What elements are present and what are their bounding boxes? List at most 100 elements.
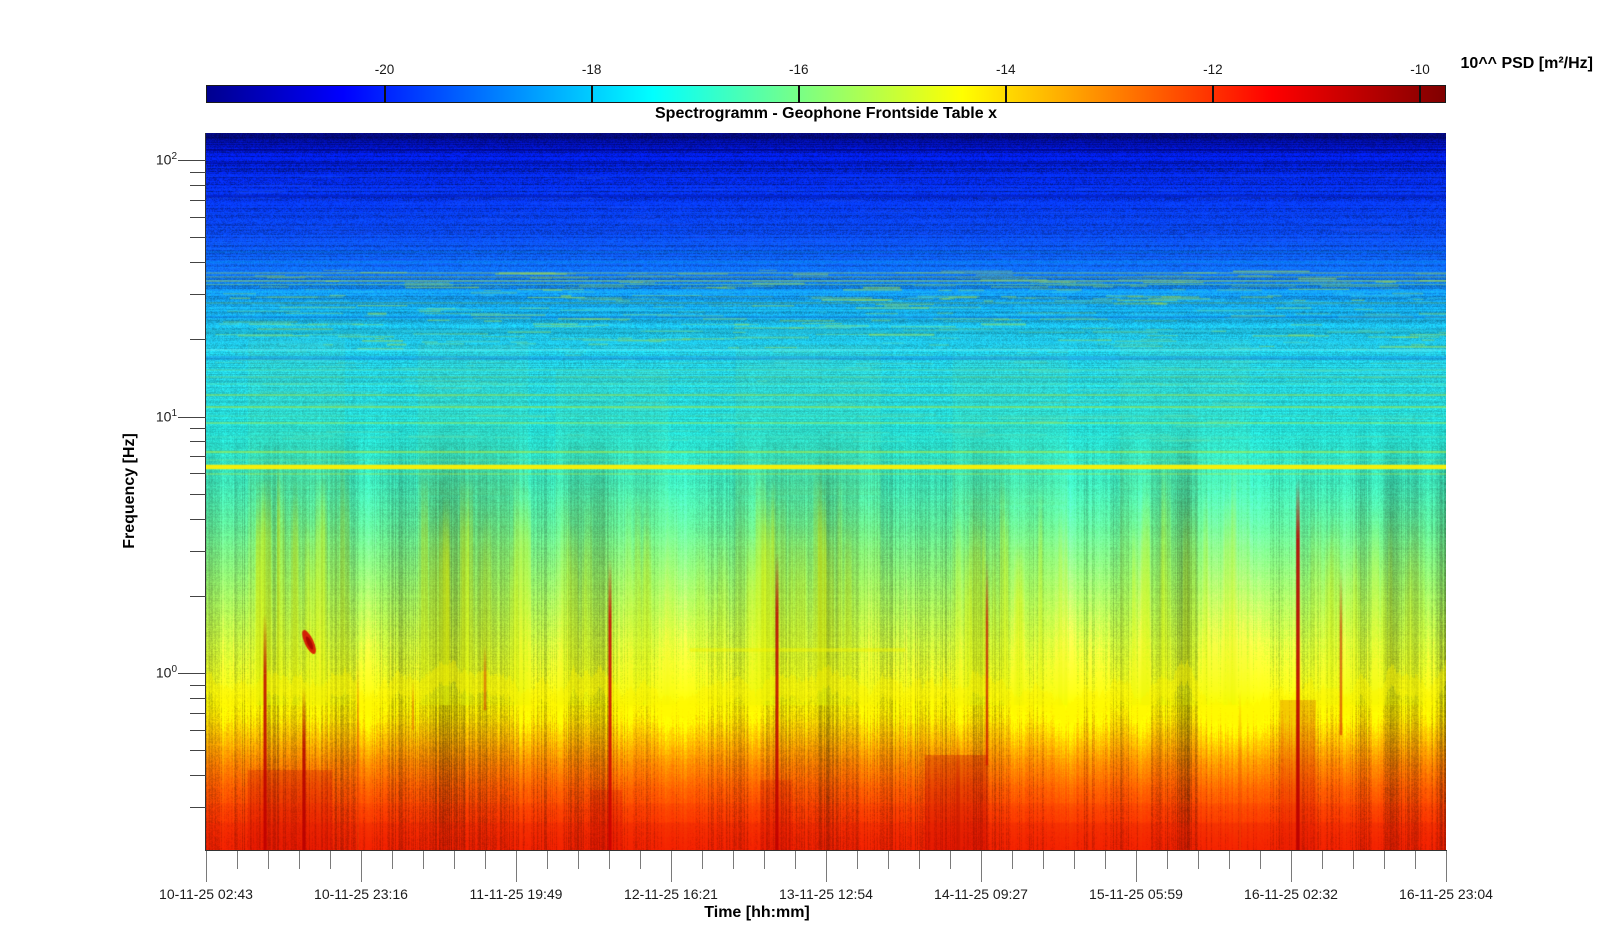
y-minor-tick xyxy=(190,774,206,776)
y-minor-tick xyxy=(190,339,206,341)
colorbar-tick-label: -16 xyxy=(788,62,809,77)
x-minor-tick xyxy=(268,851,269,869)
y-minor-tick xyxy=(190,729,206,731)
x-minor-tick xyxy=(919,851,920,869)
x-minor-tick xyxy=(1198,851,1199,869)
y-major-tick xyxy=(178,416,206,418)
y-major-tick xyxy=(178,672,206,674)
y-minor-tick xyxy=(190,712,206,714)
y-minor-tick xyxy=(190,237,206,239)
y-axis-label: Frequency [Hz] xyxy=(121,433,138,549)
colorbar-tick xyxy=(1004,85,1007,103)
x-minor-tick xyxy=(1260,851,1261,869)
x-tick-label: 11-11-25 19:49 xyxy=(469,886,563,902)
x-minor-tick xyxy=(330,851,331,869)
x-minor-tick xyxy=(857,851,858,869)
x-minor-tick xyxy=(702,851,703,869)
x-minor-tick xyxy=(733,851,734,869)
x-major-tick xyxy=(981,851,982,882)
x-minor-tick xyxy=(299,851,300,869)
x-major-tick xyxy=(361,851,362,882)
x-minor-tick xyxy=(1322,851,1323,869)
x-major-tick xyxy=(206,851,207,882)
x-minor-tick xyxy=(795,851,796,869)
x-tick-label: 15-11-25 05:59 xyxy=(1089,886,1183,902)
x-minor-tick xyxy=(950,851,951,869)
colorbar-gradient xyxy=(206,85,1446,103)
y-minor-tick xyxy=(190,684,206,686)
x-tick-label: 16-11-25 23:04 xyxy=(1399,886,1493,902)
colorbar-tick-label: -12 xyxy=(1203,62,1223,77)
x-major-tick xyxy=(1136,851,1137,882)
x-minor-tick xyxy=(485,851,486,869)
y-tick-label: 100 xyxy=(155,663,177,681)
y-minor-tick xyxy=(190,806,206,808)
colorbar-tick-label: -10 xyxy=(1410,62,1430,77)
y-minor-tick xyxy=(190,473,206,475)
x-tick-label: 12-11-25 16:21 xyxy=(624,886,718,902)
x-minor-tick xyxy=(1384,851,1385,869)
y-minor-tick xyxy=(190,184,206,186)
x-major-tick xyxy=(671,851,672,882)
x-major-tick xyxy=(826,851,827,882)
y-axis-line xyxy=(205,133,206,851)
x-tick-label: 16-11-25 02:32 xyxy=(1244,886,1338,902)
y-minor-tick xyxy=(190,750,206,752)
x-minor-tick xyxy=(1012,851,1013,869)
x-minor-tick xyxy=(1415,851,1416,869)
y-minor-tick xyxy=(190,595,206,597)
y-minor-tick xyxy=(190,199,206,201)
x-minor-tick xyxy=(1167,851,1168,869)
x-minor-tick xyxy=(392,851,393,869)
y-minor-tick xyxy=(190,294,206,296)
x-major-tick xyxy=(1446,851,1447,882)
x-minor-tick xyxy=(1043,851,1044,869)
y-tick-label: 102 xyxy=(155,150,177,168)
y-minor-tick xyxy=(190,261,206,263)
x-minor-tick xyxy=(888,851,889,869)
x-minor-tick xyxy=(423,851,424,869)
x-major-tick xyxy=(1291,851,1292,882)
x-axis-line xyxy=(205,850,1447,851)
x-tick-label: 10-11-25 02:43 xyxy=(159,886,253,902)
chart-title: Spectrogramm - Geophone Frontside Table … xyxy=(655,105,997,122)
x-minor-tick xyxy=(454,851,455,869)
y-minor-tick xyxy=(190,697,206,699)
x-minor-tick xyxy=(547,851,548,869)
x-minor-tick xyxy=(237,851,238,869)
y-minor-tick xyxy=(190,493,206,495)
x-tick-label: 13-11-25 12:54 xyxy=(779,886,873,902)
colorbar-tick-label: -20 xyxy=(374,62,395,77)
spectrogram-canvas xyxy=(206,133,1446,850)
colorbar-tick xyxy=(383,85,386,103)
x-minor-tick xyxy=(764,851,765,869)
x-minor-tick xyxy=(1353,851,1354,869)
colorbar-tick-label: -14 xyxy=(996,62,1016,77)
y-minor-tick xyxy=(190,216,206,218)
y-minor-tick xyxy=(190,456,206,458)
x-tick-label: 14-11-25 09:27 xyxy=(934,886,1028,902)
y-minor-tick xyxy=(190,171,206,173)
x-major-tick xyxy=(516,851,517,882)
colorbar-tick xyxy=(1211,85,1214,103)
x-minor-tick xyxy=(1074,851,1075,869)
y-minor-tick xyxy=(190,428,206,430)
colorbar-tick xyxy=(797,85,800,103)
x-minor-tick xyxy=(578,851,579,869)
y-tick-label: 101 xyxy=(155,407,177,424)
y-minor-tick xyxy=(190,518,206,520)
x-minor-tick xyxy=(1229,851,1230,869)
y-minor-tick xyxy=(190,550,206,552)
y-major-tick xyxy=(178,160,206,162)
y-minor-tick xyxy=(190,441,206,443)
x-minor-tick xyxy=(640,851,641,869)
x-tick-label: 10-11-25 23:16 xyxy=(314,886,408,902)
colorbar-tick xyxy=(590,85,593,103)
x-minor-tick xyxy=(609,851,610,869)
colorbar-label: 10^^ PSD [m²/Hz] xyxy=(1460,55,1593,72)
colorbar-tick-label: -18 xyxy=(581,62,602,77)
x-minor-tick xyxy=(1105,851,1106,869)
x-axis-label: Time [hh:mm] xyxy=(704,904,810,921)
colorbar-tick xyxy=(1418,85,1421,103)
